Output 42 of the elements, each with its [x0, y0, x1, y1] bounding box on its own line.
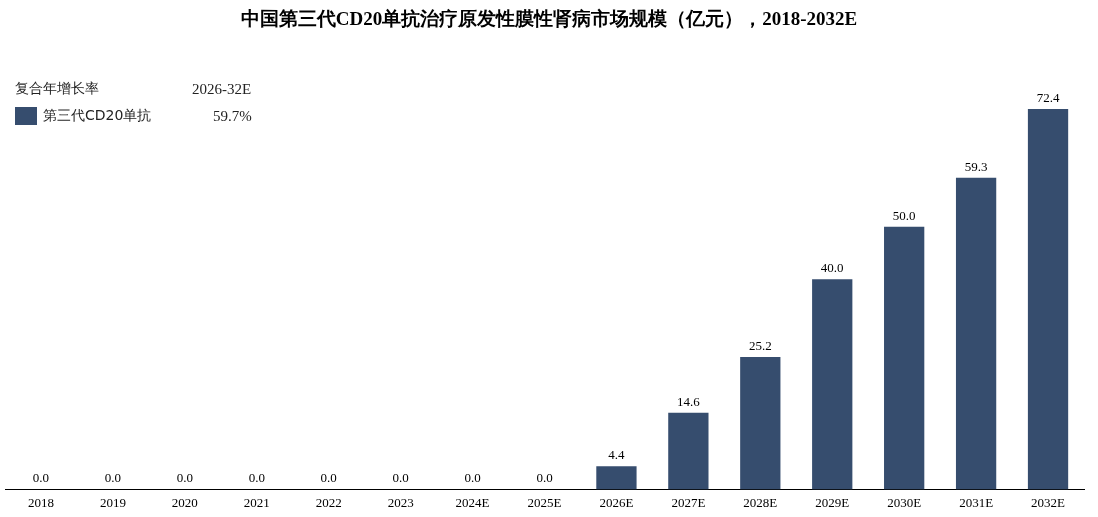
x-tick-label: 2030E [887, 494, 922, 510]
data-label: 72.4 [1036, 89, 1060, 105]
bar [812, 279, 853, 490]
legend-title: 复合年增长率 [15, 80, 100, 98]
data-label: 0.0 [248, 470, 265, 486]
data-label: 40.0 [820, 260, 844, 276]
data-label: 25.2 [748, 337, 772, 353]
bar [884, 226, 925, 490]
x-tick-label: 2024E [455, 494, 490, 510]
x-tick-label: 2019 [99, 494, 126, 510]
data-label: 0.0 [32, 470, 50, 486]
x-tick-label: 2022 [315, 494, 342, 510]
x-tick-label: 2023 [387, 494, 414, 510]
data-label: 59.3 [964, 158, 988, 174]
data-label: 50.0 [892, 207, 916, 223]
legend-label: 第三代CD20单抗 [43, 107, 153, 125]
x-tick-label: 2032E [1031, 494, 1066, 510]
x-tick-label: 2028E [743, 494, 778, 510]
x-tick-label: 2025E [527, 494, 562, 510]
x-tick-label: 2018 [27, 494, 54, 510]
data-label: 0.0 [464, 470, 481, 486]
data-label: 0.0 [104, 470, 122, 486]
annotation: 59.7% [213, 107, 252, 125]
data-label: 14.6 [676, 393, 701, 409]
data-label: 4.4 [608, 447, 626, 463]
x-tick-label: 2020 [171, 494, 198, 510]
x-tick-label: 2029E [815, 494, 850, 510]
data-label: 0.0 [320, 470, 337, 486]
x-tick-label: 2031E [959, 494, 994, 510]
bar [1027, 109, 1069, 490]
data-label: 0.0 [176, 470, 193, 486]
data-label: 0.0 [536, 470, 553, 486]
x-tick-label: 2027E [671, 494, 706, 510]
x-tick-label: 2026E [599, 494, 634, 510]
x-tick-label: 2021 [243, 494, 270, 510]
bar [955, 177, 997, 490]
text: 2026-32E [192, 80, 252, 98]
chart-title: 中国第三代CD20单抗治疗原发性膜性肾病市场规模（亿元），2018-2032E [239, 7, 859, 31]
bar [740, 357, 781, 490]
bar [596, 466, 637, 490]
data-label: 0.0 [392, 470, 409, 486]
bar [668, 412, 709, 490]
